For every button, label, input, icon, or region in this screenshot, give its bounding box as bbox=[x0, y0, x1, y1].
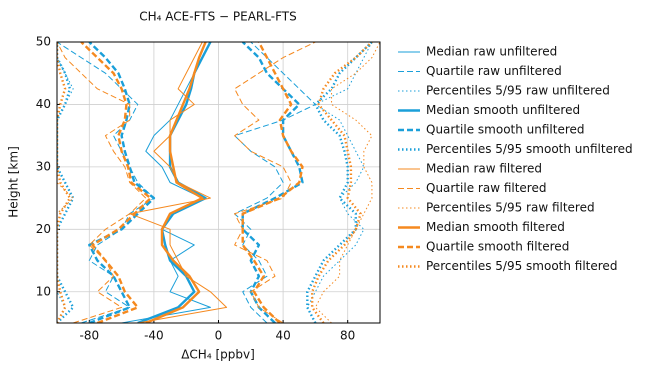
legend-label: Percentiles 5/95 raw filtered bbox=[426, 201, 595, 215]
x-tick-label: 80 bbox=[340, 329, 355, 343]
legend-label: Percentiles 5/95 smooth unfiltered bbox=[426, 142, 633, 156]
profile-line bbox=[57, 42, 155, 323]
x-tick-label: 40 bbox=[275, 329, 290, 343]
profile-line bbox=[306, 42, 373, 323]
profile-line bbox=[57, 42, 75, 323]
legend-label: Quartile raw filtered bbox=[426, 181, 546, 195]
legend: Median raw unfiltered Quartile raw unfilt… bbox=[398, 45, 633, 273]
profile-line bbox=[57, 42, 72, 323]
legend-label: Percentiles 5/95 smooth filtered bbox=[426, 259, 617, 273]
plot-frame bbox=[56, 41, 381, 324]
y-tick-label: 40 bbox=[36, 97, 51, 111]
legend-label: Percentiles 5/95 raw unfiltered bbox=[426, 84, 610, 98]
x-tick-label: 0 bbox=[215, 329, 223, 343]
profile-line bbox=[310, 42, 373, 323]
legend-label: Quartile smooth unfiltered bbox=[426, 123, 585, 137]
profile-line bbox=[145, 42, 207, 323]
grid bbox=[57, 41, 380, 323]
profile-line bbox=[121, 42, 211, 323]
profile-line bbox=[241, 42, 304, 323]
legend-label: Quartile raw unfiltered bbox=[426, 64, 562, 78]
chart-title: CH₄ ACE-FTS − PEARL-FTS bbox=[139, 10, 296, 24]
profile-line bbox=[57, 42, 147, 323]
x-tick-label: -40 bbox=[144, 329, 164, 343]
y-tick-label: 50 bbox=[36, 35, 51, 49]
profile-line bbox=[137, 42, 212, 323]
y-axis-label: Height [km] bbox=[7, 146, 21, 217]
profile-line bbox=[241, 42, 304, 323]
profile-line bbox=[234, 42, 316, 323]
profile-line bbox=[314, 42, 380, 323]
legend-label: Median smooth unfiltered bbox=[426, 103, 580, 117]
y-tick-label: 30 bbox=[36, 159, 51, 173]
profile-line bbox=[306, 42, 373, 323]
y-tick-label: 10 bbox=[36, 284, 51, 298]
legend-label: Median raw unfiltered bbox=[426, 45, 557, 59]
legend-label: Median smooth filtered bbox=[426, 220, 565, 234]
legend-label: Quartile smooth filtered bbox=[426, 240, 569, 254]
plot-area bbox=[57, 42, 380, 323]
legend-label: Median raw filtered bbox=[426, 162, 542, 176]
x-tick-label: -80 bbox=[79, 329, 99, 343]
x-axis-label: ΔCH₄ [ppbv] bbox=[181, 348, 255, 362]
profile-line bbox=[80, 42, 152, 323]
profile-line bbox=[234, 42, 316, 323]
y-tick-label: 20 bbox=[36, 222, 51, 236]
